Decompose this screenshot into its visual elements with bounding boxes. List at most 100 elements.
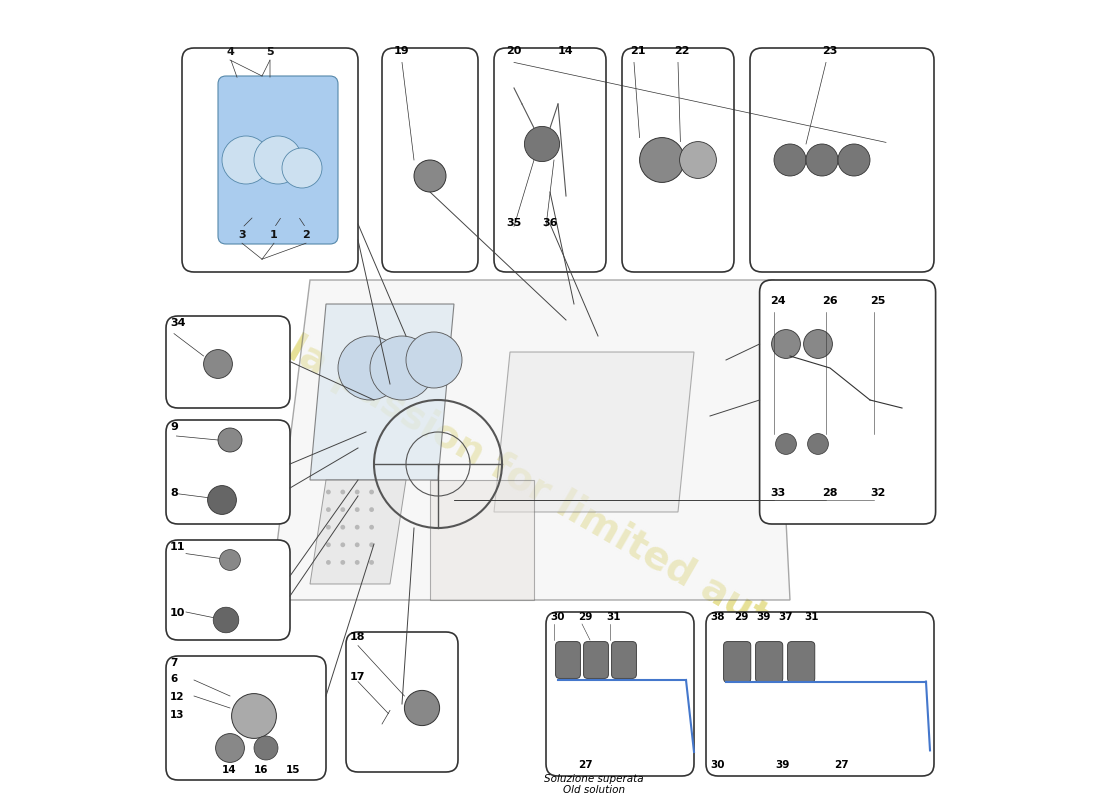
FancyBboxPatch shape (584, 642, 608, 678)
FancyBboxPatch shape (546, 612, 694, 776)
Text: 14: 14 (222, 765, 236, 774)
Text: 24: 24 (770, 296, 785, 306)
Text: 28: 28 (822, 488, 837, 498)
Text: 31: 31 (606, 612, 620, 622)
Circle shape (213, 607, 239, 633)
Circle shape (414, 160, 446, 192)
Circle shape (370, 525, 374, 530)
FancyBboxPatch shape (382, 48, 478, 272)
Circle shape (338, 336, 402, 400)
Circle shape (355, 542, 360, 547)
Text: 30: 30 (550, 612, 564, 622)
Text: 33: 33 (770, 488, 785, 498)
Circle shape (340, 525, 345, 530)
Circle shape (370, 507, 374, 512)
Text: 25: 25 (870, 296, 886, 306)
Circle shape (680, 142, 716, 178)
Circle shape (525, 126, 560, 162)
Text: 9: 9 (170, 422, 178, 432)
Text: la passion for limited autos: la passion for limited autos (282, 330, 818, 662)
Text: 8: 8 (170, 488, 178, 498)
Text: 22: 22 (674, 46, 690, 56)
Text: 36: 36 (542, 218, 558, 229)
Text: 39: 39 (776, 760, 790, 770)
Circle shape (254, 136, 303, 184)
Circle shape (370, 490, 374, 494)
Circle shape (216, 734, 244, 762)
FancyBboxPatch shape (166, 420, 290, 524)
Circle shape (340, 490, 345, 494)
Text: 12: 12 (170, 692, 185, 702)
Circle shape (326, 507, 331, 512)
FancyBboxPatch shape (612, 642, 637, 678)
FancyBboxPatch shape (750, 48, 934, 272)
Text: 10: 10 (170, 608, 186, 618)
FancyBboxPatch shape (218, 76, 338, 244)
Circle shape (355, 490, 360, 494)
Circle shape (370, 336, 434, 400)
Text: 26: 26 (822, 296, 837, 306)
Text: 16: 16 (254, 765, 268, 774)
Circle shape (282, 148, 322, 188)
Circle shape (218, 428, 242, 452)
Circle shape (220, 550, 241, 570)
Text: 11: 11 (170, 542, 186, 552)
Text: 27: 27 (834, 760, 848, 770)
FancyBboxPatch shape (760, 280, 936, 524)
Circle shape (232, 694, 276, 738)
Circle shape (771, 330, 801, 358)
Circle shape (355, 525, 360, 530)
FancyBboxPatch shape (166, 540, 290, 640)
Circle shape (222, 136, 270, 184)
Circle shape (405, 690, 440, 726)
FancyBboxPatch shape (182, 48, 358, 272)
Circle shape (355, 507, 360, 512)
FancyBboxPatch shape (166, 656, 326, 780)
Text: 29: 29 (734, 612, 748, 622)
FancyBboxPatch shape (556, 642, 581, 678)
Text: 27: 27 (578, 760, 593, 770)
Text: 29: 29 (578, 612, 593, 622)
Text: 17: 17 (350, 672, 365, 682)
Text: 32: 32 (870, 488, 886, 498)
Circle shape (340, 542, 345, 547)
Circle shape (806, 144, 838, 176)
Text: Old solution: Old solution (563, 786, 625, 795)
Circle shape (370, 560, 374, 565)
Circle shape (340, 560, 345, 565)
Circle shape (807, 434, 828, 454)
Text: 19: 19 (394, 46, 409, 56)
Text: 37: 37 (779, 612, 793, 622)
Text: 1: 1 (271, 230, 278, 240)
Circle shape (804, 330, 833, 358)
Text: 35: 35 (506, 218, 521, 229)
Circle shape (208, 486, 236, 514)
Text: 38: 38 (710, 612, 725, 622)
Circle shape (204, 350, 232, 378)
Text: 34: 34 (170, 318, 186, 328)
Circle shape (639, 138, 684, 182)
Circle shape (326, 542, 331, 547)
Text: 20: 20 (506, 46, 521, 56)
Polygon shape (310, 304, 454, 480)
Text: 6: 6 (170, 674, 177, 683)
FancyBboxPatch shape (494, 48, 606, 272)
FancyBboxPatch shape (724, 642, 751, 682)
Circle shape (774, 144, 806, 176)
Text: 7: 7 (170, 658, 177, 667)
Circle shape (776, 434, 796, 454)
Text: 31: 31 (804, 612, 818, 622)
Polygon shape (310, 480, 406, 584)
FancyBboxPatch shape (621, 48, 734, 272)
Polygon shape (270, 280, 790, 600)
Polygon shape (430, 480, 534, 600)
Circle shape (326, 525, 331, 530)
Text: 4: 4 (227, 47, 234, 57)
Circle shape (406, 332, 462, 388)
Polygon shape (494, 352, 694, 512)
Circle shape (326, 490, 331, 494)
Text: 5: 5 (266, 47, 274, 57)
FancyBboxPatch shape (346, 632, 458, 772)
Circle shape (370, 542, 374, 547)
Circle shape (838, 144, 870, 176)
